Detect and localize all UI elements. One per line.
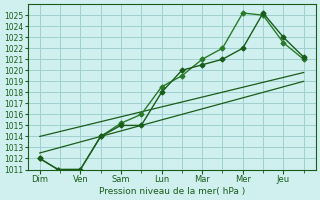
X-axis label: Pression niveau de la mer( hPa ): Pression niveau de la mer( hPa ): [99, 187, 245, 196]
